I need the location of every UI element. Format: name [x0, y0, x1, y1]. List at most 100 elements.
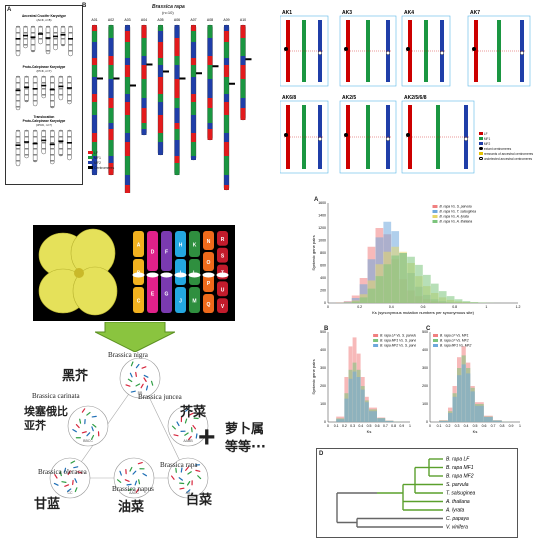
chromosome-band — [41, 94, 46, 96]
ak-centromere — [344, 47, 348, 51]
centromere-mark — [41, 84, 47, 87]
ks-chart-a-svg: 0 0.2 0.4 0.6 0.8 1 1.2 0 200 400 600 800 1000 1200 14… — [311, 201, 520, 315]
histogram-bar — [336, 419, 345, 422]
panel-b-karyotype: B Brassica rapa (n=10) A01 A02 A03 A04 A05 A0… — [82, 3, 262, 193]
ak-box — [279, 100, 329, 174]
chromosome-band — [33, 76, 38, 78]
y-tick-label: 0 — [324, 301, 326, 305]
chromosome-block — [217, 281, 228, 297]
chromosome-segment — [224, 31, 229, 42]
chromosome-band — [41, 88, 46, 90]
chromosome-stroke — [187, 471, 192, 475]
chromosome-band — [53, 32, 58, 34]
x-tick-label: 0.5 — [367, 424, 372, 428]
ak-undetected-centromere — [519, 51, 524, 56]
ks-chart-b: B 0 0.1 0.2 0.3 0.4 0.5 0.6 0.7 0.8 0.9 1 0 100 200 30… — [298, 322, 420, 440]
ancestral-chromosome — [45, 25, 51, 55]
chromosome-stroke — [63, 467, 67, 473]
x-tick-label: 0.7 — [491, 424, 496, 428]
histogram-bar — [383, 264, 392, 303]
x-tick-label: 0.4 — [389, 305, 394, 309]
chromosome-segment — [141, 56, 147, 65]
chromosome-segment — [224, 65, 229, 77]
chromosome-outline — [141, 24, 147, 136]
chromosome-stroke — [91, 426, 94, 432]
ak-undetected-centromere — [385, 136, 390, 141]
chromosome-band — [58, 148, 63, 150]
x-tick-label: 0.9 — [399, 424, 404, 428]
chromosome-label: A05 — [157, 18, 163, 22]
histogram-bar — [352, 371, 357, 422]
ak-svg: AK1 AK3 AK4 AK7 AK6/8 AK2/5 AK2/5/6/8 — [279, 10, 531, 174]
chromosome-segment — [108, 108, 114, 123]
legend-swatch — [373, 334, 379, 337]
chromosome-band — [16, 76, 20, 78]
ancestral-chromosome — [67, 75, 72, 105]
chromosome-segment — [174, 98, 180, 108]
chromosome-stroke — [195, 469, 201, 472]
chromosome-segment — [224, 25, 229, 31]
chromosome-stroke — [75, 424, 80, 429]
chromosome-stroke — [53, 482, 59, 486]
panel-a-karyotypes: A Ancestral Crucifer Karyotype (ACK, n=8… — [5, 5, 83, 185]
legend-label: B. rapa Vs. T. salsuginea — [440, 210, 477, 214]
chromosome-stroke — [173, 434, 179, 437]
taxon-label: B. rapa MF2 — [446, 474, 474, 480]
chromosome-segment — [108, 123, 114, 129]
centromere-arrow — [179, 77, 186, 80]
histogram-bar — [493, 420, 502, 422]
legend-swatch — [433, 339, 438, 342]
y-axis-label: Syntenic gene pairs — [311, 235, 316, 270]
chromosome-stroke — [129, 466, 133, 472]
legend-swatch — [432, 215, 438, 218]
centromere-mark — [60, 34, 66, 36]
chromosome-band — [46, 26, 50, 28]
histogram-bar — [470, 391, 475, 422]
chromosome-band — [38, 32, 43, 34]
b-napus-cn: 油菜 — [118, 500, 145, 515]
taxon-label: A. thaliana — [445, 499, 470, 505]
histogram-bar — [454, 299, 463, 303]
chromosome-stroke — [184, 432, 189, 436]
centromere-mark — [24, 141, 30, 143]
ak-legend-remnant-label: remnants of ancestral centromeres — [483, 152, 534, 156]
chromosome-stroke — [134, 480, 138, 486]
x-tick-label: 0.7 — [383, 424, 388, 428]
histogram-bar — [359, 297, 368, 303]
histogram-bar — [399, 253, 407, 303]
ak-legend-remnant: remnants of ancestral centromeres — [479, 152, 533, 157]
chromosome-segment — [92, 133, 97, 142]
centromere-ellipse — [146, 272, 159, 278]
chromosome-letter: A — [137, 243, 141, 249]
chromosome-band — [24, 154, 29, 156]
tpck-title2: Proto-Calepineae Karyotype — [23, 119, 66, 123]
chromosome-segment — [224, 94, 229, 102]
chromosome-stroke — [186, 481, 191, 486]
legend-label: B. rapa LF Vs. S. parvula — [380, 334, 416, 338]
chromosome-segment — [108, 65, 114, 79]
ak-box-title: AK1 — [282, 10, 292, 16]
y-tick-label: 100 — [422, 402, 428, 406]
green-down-arrow — [95, 322, 175, 352]
legend-swatch — [373, 339, 379, 342]
legend-label: B. rapa LF Vs. MF1 — [440, 334, 469, 338]
chromosome-segment — [207, 129, 213, 140]
b-carinata-label: Brassica carinata — [32, 392, 80, 400]
taxon-label: A. lyrata — [445, 508, 465, 514]
chromosome-band — [24, 148, 29, 150]
chromosome-segment — [108, 25, 114, 38]
chromosome-segment — [191, 115, 196, 133]
chromosome-stroke — [130, 361, 134, 367]
chromosome-segment — [240, 98, 246, 108]
chromosome-band — [16, 44, 20, 46]
centromere-arrow — [130, 84, 136, 87]
panel-b-label: B — [82, 3, 87, 9]
chromosome-block — [203, 231, 214, 250]
chromosome-band — [31, 44, 35, 46]
b-napus-label: Brassica napus — [112, 485, 154, 493]
y-tick-label: 1400 — [318, 214, 326, 218]
genome-label: AACC — [129, 491, 139, 495]
ak-legend: LF MF1 MF2 extant centromeres remnants o… — [479, 132, 533, 162]
chromosome-stroke — [188, 435, 192, 441]
centromere-mark — [15, 89, 21, 92]
